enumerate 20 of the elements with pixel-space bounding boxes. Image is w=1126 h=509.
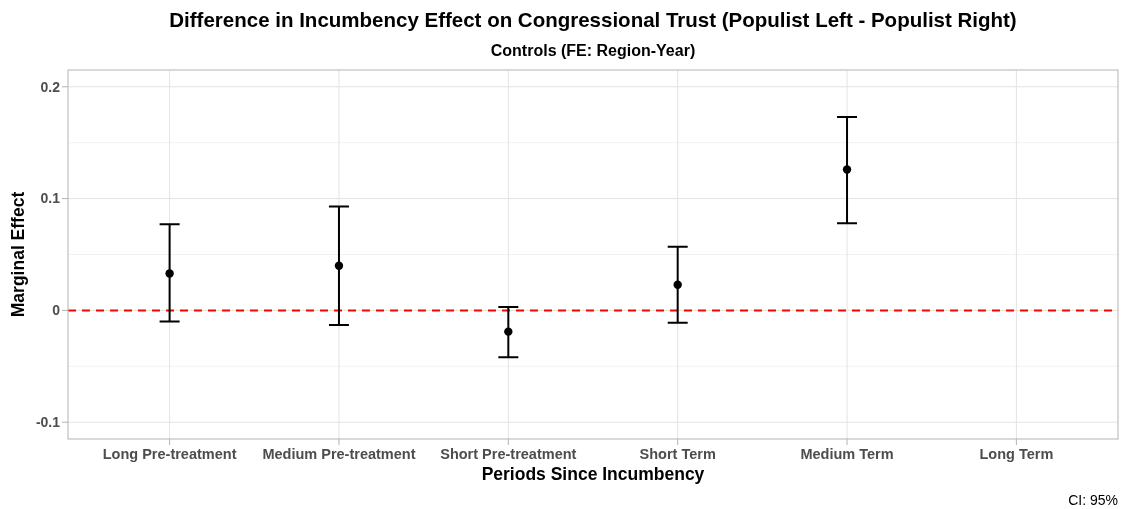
y-tick-label: -0.1 — [35, 414, 61, 431]
x-tick-label: Medium Term — [800, 446, 894, 462]
point — [842, 165, 852, 174]
point — [504, 327, 513, 336]
point — [165, 269, 174, 278]
y-tick-label: 0.1 — [40, 190, 61, 207]
y-tick-label: 0 — [52, 302, 61, 319]
point — [673, 280, 682, 289]
y-axis-title: Marginal Effect — [8, 191, 28, 318]
text: CI: 95% — [1068, 492, 1118, 508]
x-tick-label: Short Term — [639, 446, 716, 462]
point — [334, 261, 344, 270]
x-tick-label: Short Pre-treatment — [440, 446, 577, 462]
x-tick-label: Medium Pre-treatment — [262, 446, 416, 462]
chart-subtitle: Controls (FE: Region-Year) — [490, 42, 696, 59]
chart-title: Difference in Incumbency Effect on Congressional Trust (Populist Left - Populist Right) — [169, 8, 1017, 31]
x-tick-label: Long Pre-treatment — [102, 446, 237, 462]
x-tick-label: Long Term — [979, 446, 1054, 462]
y-tick-label: 0.2 — [40, 78, 61, 95]
x-axis-title: Periods Since Incumbency — [481, 464, 705, 484]
